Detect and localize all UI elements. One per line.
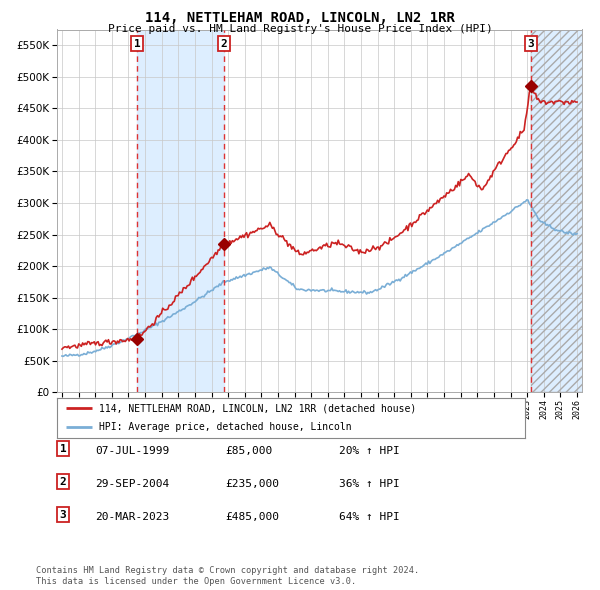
Text: 3: 3 [59,510,67,520]
Bar [531,30,586,392]
Text: £85,000: £85,000 [225,446,272,456]
Bar [137,30,224,392]
Text: £235,000: £235,000 [225,479,279,489]
Text: 1: 1 [134,38,140,48]
Text: Price paid vs. HM Land Registry's House Price Index (HPI): Price paid vs. HM Land Registry's House … [107,24,493,34]
Text: 3: 3 [527,38,534,48]
Text: 2: 2 [221,38,227,48]
Text: Contains HM Land Registry data © Crown copyright and database right 2024.: Contains HM Land Registry data © Crown c… [36,566,419,575]
Text: 114, NETTLEHAM ROAD, LINCOLN, LN2 1RR: 114, NETTLEHAM ROAD, LINCOLN, LN2 1RR [145,11,455,25]
Text: £485,000: £485,000 [225,512,279,522]
Text: HPI: Average price, detached house, Lincoln: HPI: Average price, detached house, Linc… [99,422,352,432]
Text: 07-JUL-1999: 07-JUL-1999 [95,446,169,456]
Text: 36% ↑ HPI: 36% ↑ HPI [339,479,400,489]
Bar [531,30,586,392]
Text: 20% ↑ HPI: 20% ↑ HPI [339,446,400,456]
Text: 114, NETTLEHAM ROAD, LINCOLN, LN2 1RR (detached house): 114, NETTLEHAM ROAD, LINCOLN, LN2 1RR (d… [99,404,416,414]
Text: 2: 2 [59,477,67,487]
Text: 20-MAR-2023: 20-MAR-2023 [95,512,169,522]
Text: This data is licensed under the Open Government Licence v3.0.: This data is licensed under the Open Gov… [36,577,356,586]
Text: 29-SEP-2004: 29-SEP-2004 [95,479,169,489]
Text: 1: 1 [59,444,67,454]
Text: 64% ↑ HPI: 64% ↑ HPI [339,512,400,522]
